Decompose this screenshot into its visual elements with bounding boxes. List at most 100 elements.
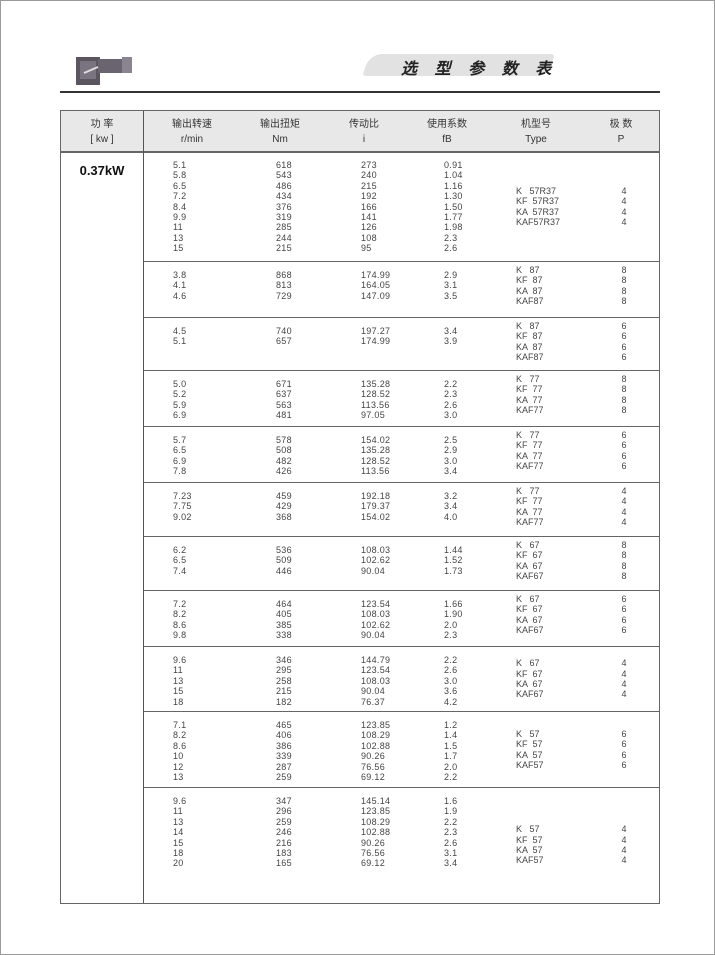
- poles-cell: 8: [621, 550, 627, 561]
- output-speed-cell: 6.9: [173, 455, 187, 466]
- ratio-cell: 108.03: [361, 545, 391, 555]
- ratio-column: 144.79 123.54 108.03 90.04 76.37: [361, 655, 390, 707]
- output-torque-cell: 385: [276, 619, 292, 630]
- ratio-cell: 69.12: [361, 772, 386, 783]
- table-row-group: 7.1 8.2 8.6 10 12 13 465 406 386 339 287 259 123.85 1…: [144, 712, 659, 788]
- poles-cell: 6: [621, 461, 627, 472]
- service-factor-column: 0.91 1.04 1.16 1.30 1.50 1.77 1.98 2.3 2.6: [444, 160, 463, 254]
- type-cell: KF 67: [516, 668, 543, 679]
- poles-cell: 6: [621, 604, 627, 615]
- service-factor-cell: 1.50: [444, 201, 463, 212]
- service-factor-cell: 3.0: [444, 675, 458, 686]
- output-speed-column: 3.8 4.1 4.6: [173, 270, 186, 301]
- output-torque-column: 459 429 368: [276, 491, 292, 522]
- service-factor-cell: 0.91: [444, 160, 463, 170]
- output-speed-cell: 6.5: [173, 555, 187, 566]
- output-speed-cell: 9.6: [173, 796, 187, 806]
- type-column: K 77 KF 77 KA 77 KAF77: [516, 483, 544, 536]
- ratio-cell: 102.88: [361, 827, 391, 838]
- service-factor-cell: 2.2: [444, 655, 458, 665]
- output-torque-cell: 813: [276, 280, 292, 291]
- ratio-cell: 135.28: [361, 445, 391, 456]
- output-torque-cell: 434: [276, 191, 292, 202]
- type-cell: K 77: [516, 374, 540, 384]
- ratio-cell: 90.04: [361, 630, 386, 641]
- ratio-cell: 164.05: [361, 280, 391, 291]
- output-torque-cell: 285: [276, 222, 292, 233]
- table-row-group: 9.6 11 13 15 18 346 295 258 215 182 144.79 123.54 10…: [144, 647, 659, 712]
- poles-cell: 4: [621, 658, 627, 669]
- ratio-cell: 179.37: [361, 501, 391, 512]
- type-column: K 57 KF 57 KA 57 KAF57: [516, 788, 544, 902]
- poles-cell: 8: [621, 374, 627, 384]
- output-torque-cell: 182: [276, 696, 292, 707]
- ratio-column: 154.02 135.28 128.52 113.56: [361, 435, 390, 477]
- output-torque-column: 671 637 563 481: [276, 379, 292, 421]
- output-speed-cell: 11: [173, 222, 183, 233]
- poles-cell: 4: [621, 496, 627, 507]
- column-header-unit: i: [362, 134, 366, 145]
- output-speed-cell: 7.2: [173, 599, 187, 609]
- service-factor-cell: 3.6: [444, 686, 458, 697]
- output-torque-cell: 259: [276, 772, 292, 783]
- type-cell: KAF67: [516, 625, 544, 636]
- poles-cell: 4: [621, 689, 627, 700]
- table-row-group: 5.0 5.2 5.9 6.9 671 637 563 481 135.28 128.52 113.…: [144, 371, 659, 427]
- column-header-cn: 机型号: [521, 119, 551, 130]
- ratio-column: 135.28 128.52 113.56 97.05: [361, 379, 390, 421]
- output-speed-cell: 5.0: [173, 379, 187, 389]
- output-speed-cell: 11: [173, 665, 183, 676]
- service-factor-cell: 1.5: [444, 740, 458, 751]
- output-speed-cell: 15: [173, 837, 184, 848]
- type-cell: KF 77: [516, 384, 543, 395]
- type-cell: KF 57: [516, 739, 543, 750]
- poles-cell: 6: [621, 321, 627, 331]
- service-factor-cell: 1.90: [444, 609, 463, 620]
- output-torque-column: 347 296 259 246 216 183 165: [276, 796, 292, 869]
- service-factor-cell: 1.52: [444, 555, 463, 566]
- output-speed-column: 5.0 5.2 5.9 6.9: [173, 379, 186, 421]
- column-header-unit: fB: [442, 134, 452, 145]
- output-speed-column: 7.1 8.2 8.6 10 12 13: [173, 720, 186, 782]
- output-speed-cell: 15: [173, 243, 184, 254]
- service-factor-column: 2.5 2.9 3.0 3.4: [444, 435, 457, 477]
- output-torque-cell: 508: [276, 445, 292, 456]
- type-cell: KA 67: [516, 560, 543, 571]
- ratio-cell: 145.14: [361, 796, 391, 806]
- column-header: 极 数 P: [581, 117, 661, 147]
- poles-cell: 8: [621, 571, 627, 582]
- poles-cell: 6: [621, 749, 627, 760]
- output-speed-cell: 8.6: [173, 740, 187, 751]
- service-factor-column: 1.44 1.52 1.73: [444, 545, 463, 576]
- output-torque-cell: 657: [276, 336, 292, 347]
- ratio-column: 123.54 108.03 102.62 90.04: [361, 599, 390, 641]
- poles-cell: 4: [621, 206, 627, 217]
- ratio-cell: 113.56: [361, 399, 390, 410]
- poles-cell: 6: [621, 594, 627, 604]
- poles-cell: 6: [621, 430, 627, 440]
- ratio-cell: 240: [361, 170, 377, 181]
- ratio-cell: 90.04: [361, 565, 386, 576]
- service-factor-cell: 1.04: [444, 170, 463, 181]
- output-speed-column: 7.2 8.2 8.6 9.8: [173, 599, 186, 641]
- service-factor-cell: 1.4: [444, 730, 458, 741]
- output-speed-column: 5.7 6.5 6.9 7.8: [173, 435, 186, 477]
- service-factor-cell: 2.5: [444, 435, 458, 445]
- type-cell: KA 77: [516, 450, 543, 461]
- ratio-cell: 197.27: [361, 326, 391, 336]
- output-speed-cell: 5.7: [173, 435, 187, 445]
- service-factor-cell: 2.0: [444, 619, 458, 630]
- ratio-cell: 141: [361, 212, 377, 223]
- ratio-cell: 174.99: [361, 336, 391, 347]
- type-cell: K 57: [516, 824, 540, 835]
- service-factor-cell: 2.6: [444, 243, 458, 254]
- ratio-cell: 108.29: [361, 816, 391, 827]
- output-speed-cell: 5.8: [173, 170, 187, 181]
- poles-cell: 4: [621, 855, 627, 866]
- ratio-cell: 102.62: [361, 555, 391, 566]
- type-cell: K 87: [516, 265, 540, 275]
- ratio-cell: 108.03: [361, 609, 391, 620]
- type-cell: K 87: [516, 321, 540, 331]
